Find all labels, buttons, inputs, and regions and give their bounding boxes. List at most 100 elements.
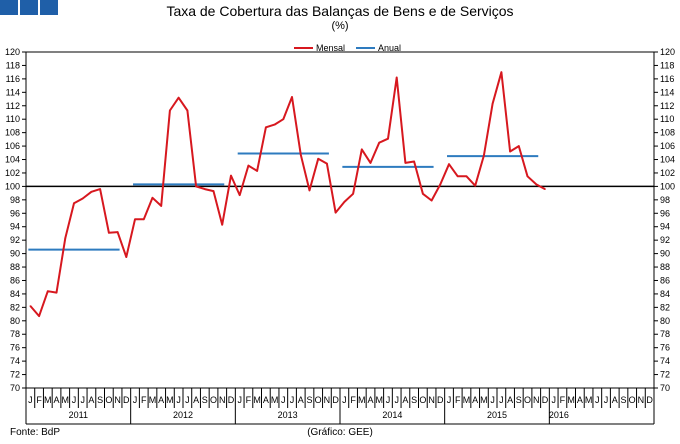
mensal-point [230, 174, 232, 177]
y-tick-label-left: 120 [5, 47, 20, 57]
mensal-point [247, 164, 250, 167]
mensal-point [526, 175, 529, 178]
x-month-label: F [246, 395, 252, 405]
x-month-label: J [185, 395, 190, 405]
y-tick-label-left: 118 [6, 60, 20, 70]
y-tick-label-right: 100 [660, 181, 675, 191]
mensal-point [64, 237, 67, 239]
x-month-label: F [560, 395, 566, 405]
x-month-label: J [281, 395, 286, 405]
y-tick-label-right: 108 [660, 128, 675, 138]
y-tick-label-left: 70 [10, 383, 20, 393]
y-tick-label-left: 108 [5, 128, 20, 138]
y-tick-label-right: 80 [660, 316, 670, 326]
x-month-label: J [595, 395, 600, 405]
logo-square [0, 0, 18, 15]
y-tick-label-left: 82 [10, 302, 20, 312]
chart-credit: (Gráfico: GEE) [307, 427, 373, 438]
y-tick-label-left: 98 [10, 195, 20, 205]
y-tick-label-left: 110 [6, 114, 20, 124]
x-month-label: N [428, 395, 435, 405]
y-tick-label-left: 74 [10, 356, 20, 366]
y-tick-label-right: 112 [660, 101, 674, 111]
mensal-point [509, 150, 511, 153]
x-month-label: F [455, 395, 461, 405]
y-tick-label-right: 72 [660, 370, 670, 380]
y-tick-label-left: 92 [10, 235, 20, 245]
y-tick-label-left: 72 [10, 370, 20, 380]
mensal-point [47, 290, 49, 293]
y-tick-label-right: 84 [660, 289, 670, 299]
mensal-point [238, 194, 241, 196]
mensal-point [265, 126, 267, 129]
y-tick-label-left: 100 [5, 181, 20, 191]
mensal-point [81, 197, 84, 200]
mensal-point [282, 118, 285, 120]
x-month-label: D [123, 395, 130, 405]
y-tick-label-right: 94 [660, 222, 670, 232]
mensal-point [73, 202, 75, 204]
x-month-label: J [72, 395, 77, 405]
y-tick-label-left: 106 [5, 141, 20, 151]
y-tick-label-right: 82 [660, 302, 670, 312]
x-month-label: J [604, 395, 609, 405]
y-tick-label-left: 94 [10, 222, 20, 232]
y-tick-label-right: 110 [660, 114, 674, 124]
x-month-label: J [342, 395, 347, 405]
y-tick-label-right: 102 [660, 168, 675, 178]
x-month-label: M [480, 395, 488, 405]
mensal-point [125, 256, 128, 258]
chart-title: Taxa de Cobertura das Balanças de Bens e… [166, 3, 514, 19]
mensal-point [169, 109, 171, 112]
x-month-label: O [419, 395, 426, 405]
x-month-label: N [324, 395, 331, 405]
y-tick-label-left: 96 [10, 208, 20, 218]
y-tick-label-right: 118 [660, 60, 674, 70]
x-month-label: M [166, 395, 174, 405]
mensal-point [177, 96, 180, 99]
x-month-label: J [394, 395, 399, 405]
x-year-label: 2014 [382, 410, 402, 420]
mensal-point [422, 192, 424, 195]
mensal-point [38, 315, 40, 317]
mensal-point [160, 205, 162, 207]
x-month-label: O [315, 395, 322, 405]
x-year-label: 2012 [173, 410, 193, 420]
x-month-label: J [133, 395, 138, 405]
y-tick-label-right: 86 [660, 275, 670, 285]
x-month-label: M [463, 395, 471, 405]
x-year-label: 2013 [278, 410, 298, 420]
x-month-label: A [263, 395, 269, 405]
y-tick-label-right: 88 [660, 262, 670, 272]
mensal-point [291, 96, 293, 98]
mensal-point [395, 76, 398, 79]
y-tick-label-right: 120 [660, 47, 675, 57]
x-month-label: O [524, 395, 531, 405]
x-month-label: A [368, 395, 374, 405]
mensal-point [491, 102, 494, 105]
mensal-point [413, 160, 415, 163]
y-tick-label-left: 88 [10, 262, 20, 272]
x-month-label: N [219, 395, 226, 405]
x-month-label: S [202, 395, 208, 405]
mensal-point [90, 190, 93, 193]
x-month-label: A [402, 395, 408, 405]
mensal-point [352, 192, 354, 195]
x-month-label: J [176, 395, 181, 405]
x-month-label: D [646, 395, 653, 405]
x-month-label: M [62, 395, 70, 405]
x-month-label: D [437, 395, 444, 405]
x-month-label: M [271, 395, 279, 405]
mensal-point [195, 185, 197, 188]
mensal-point [116, 231, 119, 233]
x-month-label: J [80, 395, 85, 405]
x-month-label: N [114, 395, 121, 405]
x-month-label: M [567, 395, 575, 405]
x-month-label: M [585, 395, 593, 405]
x-month-label: A [507, 395, 513, 405]
y-tick-label-left: 114 [6, 87, 20, 97]
mensal-point [108, 231, 110, 234]
mensal-point [456, 175, 459, 178]
mensal-point [500, 71, 503, 73]
y-tick-label-left: 90 [10, 249, 20, 259]
